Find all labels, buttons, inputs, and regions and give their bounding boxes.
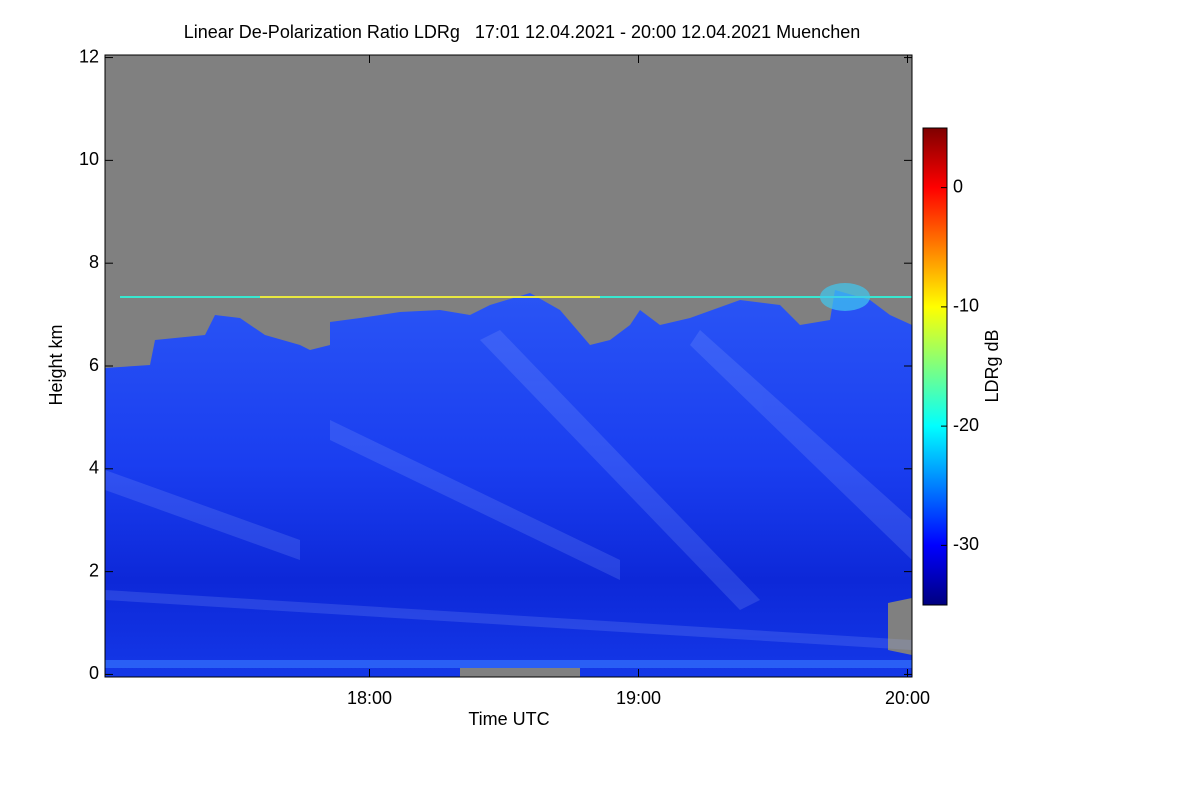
colorbar	[922, 127, 948, 606]
y-tick-label: 2	[89, 560, 99, 580]
y-tick-label: 0	[89, 663, 99, 683]
chart-title: Linear De-Polarization Ratio LDRg 17:01 …	[184, 22, 860, 42]
gap	[460, 668, 580, 677]
signal-area	[105, 290, 912, 677]
cloud-patch	[820, 283, 870, 311]
colorbar-label: LDRg dB	[982, 329, 1002, 402]
colorbar-tick-label: -30	[953, 534, 979, 554]
x-tick-label: 19:00	[616, 688, 661, 708]
y-tick-label: 10	[79, 149, 99, 169]
x-tick-label: 18:00	[347, 688, 392, 708]
y-tick-label: 6	[89, 355, 99, 375]
x-axis-label: Time UTC	[468, 709, 549, 729]
x-tick-label: 20:00	[885, 688, 930, 708]
artifact-line	[260, 296, 600, 298]
colorbar-tick-label: -10	[953, 296, 979, 316]
data-field	[105, 55, 912, 677]
y-tick-label: 8	[89, 252, 99, 272]
y-tick-label: 4	[89, 458, 99, 478]
colorbar-tick-label: -20	[953, 415, 979, 435]
y-axis-label: Height km	[46, 324, 66, 405]
near-ground-layer	[105, 660, 912, 668]
colorbar-tick-label: 0	[953, 176, 963, 196]
streaks	[105, 330, 912, 650]
y-tick-label: 12	[79, 46, 99, 66]
